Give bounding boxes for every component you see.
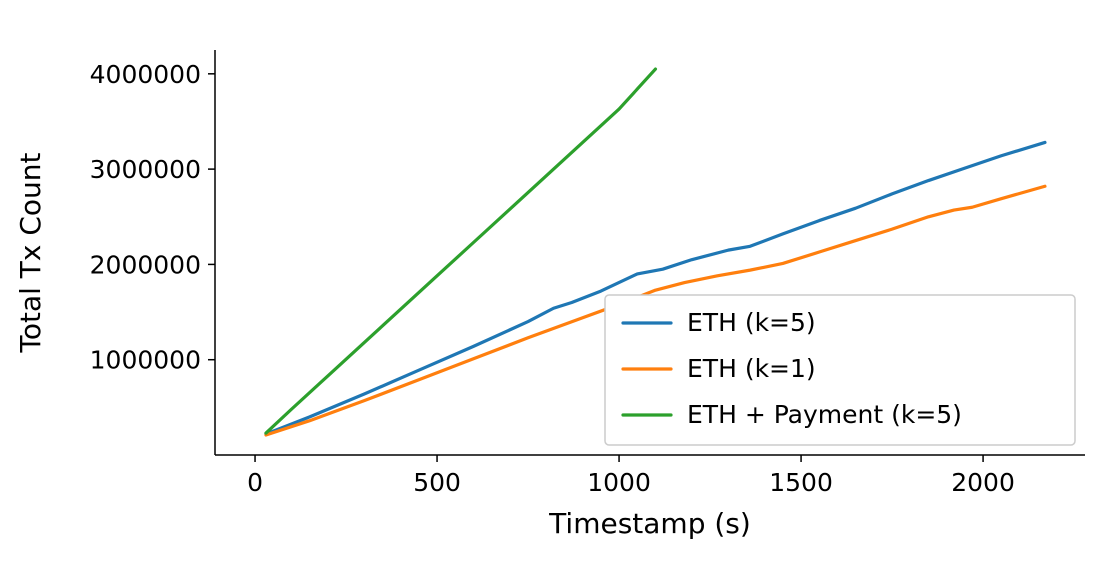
x-tick-label: 1000	[587, 468, 651, 497]
chart-svg: 0 500 1000 1500 2000 1000000 2000000 3000000 400…	[0, 0, 1118, 572]
y-tick-label: 2000000	[90, 250, 201, 279]
x-tick-label: 2000	[951, 468, 1015, 497]
legend-label-0: ETH (k=5)	[687, 308, 816, 337]
line-chart: 0 500 1000 1500 2000 1000000 2000000 3000000 400…	[0, 0, 1118, 572]
legend: ETH (k=5) ETH (k=1) ETH + Payment (k=5)	[605, 295, 1075, 445]
legend-label-2: ETH + Payment (k=5)	[687, 400, 962, 429]
x-tick-label: 1500	[769, 468, 833, 497]
x-axis-label: Timestamp (s)	[548, 507, 751, 540]
legend-label-1: ETH (k=1)	[687, 354, 816, 383]
y-tick-label: 3000000	[90, 155, 201, 184]
y-axis-label: Total Tx Count	[14, 152, 47, 353]
x-tick-label: 500	[413, 468, 461, 497]
x-tick-label: 0	[247, 468, 263, 497]
y-tick-label: 4000000	[90, 60, 201, 89]
y-tick-label: 1000000	[90, 346, 201, 375]
